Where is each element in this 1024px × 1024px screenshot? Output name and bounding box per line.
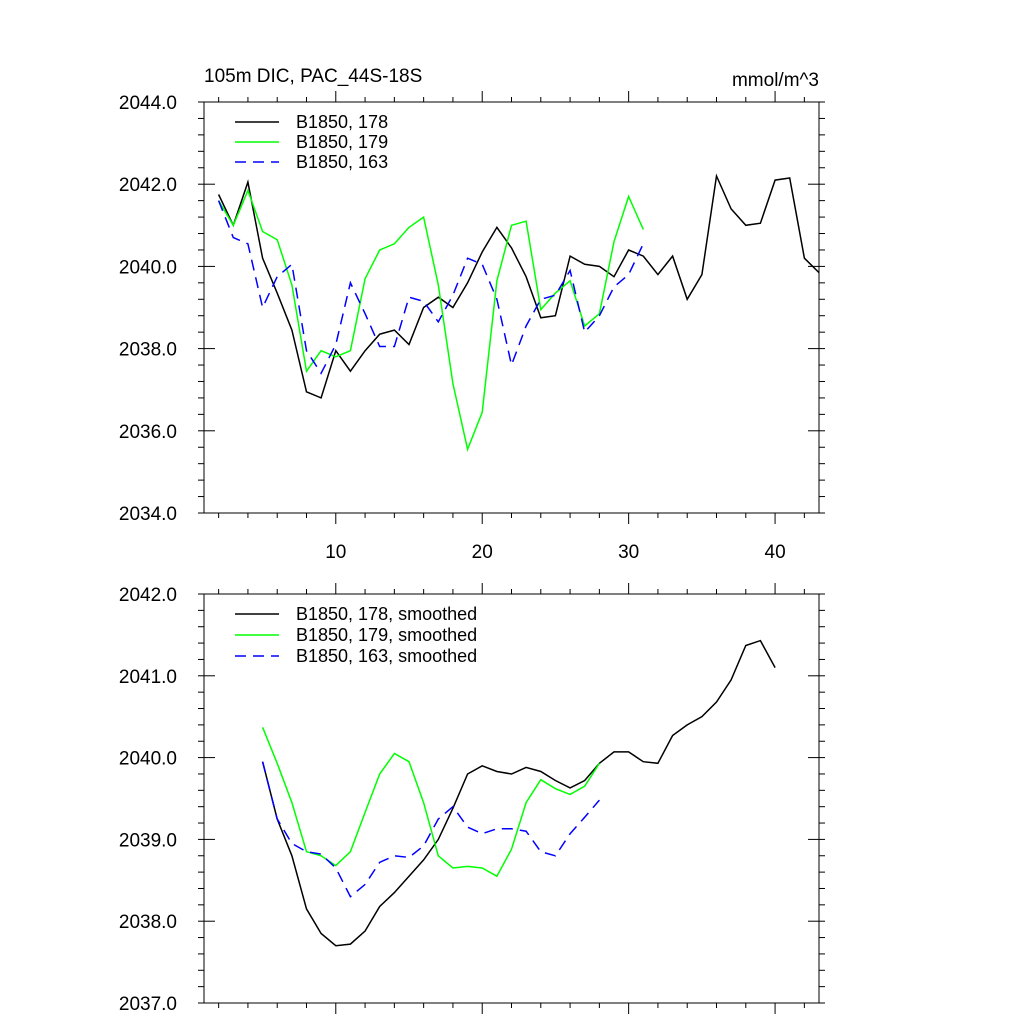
- x-tick-label: 10: [325, 542, 346, 563]
- y-tick-label: 2034.0: [119, 504, 177, 525]
- series-line-1: [217, 173, 820, 399]
- top-panel: 2034.0 2036.0 2038.0 2040.0 2042.0 2044.0 10 20…: [119, 91, 825, 563]
- chart-title: 105m DIC, PAC_44S-18S: [204, 66, 422, 87]
- series-line-3: [217, 200, 644, 375]
- y-tick-label: 2036.0: [119, 422, 177, 443]
- y-tick-label: 2044.0: [119, 93, 177, 114]
- y-tick-label: 2040.0: [119, 749, 177, 770]
- legend-label-1: B1850, 178: [296, 112, 388, 132]
- legend-label-2: B1850, 179, smoothed: [296, 625, 477, 645]
- series-line-2: [261, 727, 601, 878]
- y-tick-label: 2041.0: [119, 667, 177, 688]
- series-line-3: [261, 761, 600, 898]
- legend-label-2: B1850, 179: [296, 132, 388, 152]
- y-tick-label: 2042.0: [119, 175, 177, 196]
- y-tick-label: 2038.0: [119, 912, 177, 933]
- y-tick-label: 2040.0: [119, 257, 177, 278]
- x-tick-label: 30: [618, 542, 639, 563]
- legend-label-1: B1850, 178, smoothed: [296, 604, 477, 624]
- y-tick-label: 2039.0: [119, 830, 177, 851]
- legend-label-3: B1850, 163: [296, 152, 388, 172]
- y-tick-label: 2037.0: [119, 994, 177, 1015]
- x-tick-label: 20: [472, 542, 493, 563]
- series-line-1: [261, 639, 776, 947]
- x-tick-label: 40: [765, 542, 786, 563]
- series-line-2: [217, 188, 644, 452]
- units-label: mmol/m^3: [732, 70, 819, 91]
- legend-label-3: B1850, 163, smoothed: [296, 646, 477, 666]
- y-tick-label: 2038.0: [119, 340, 177, 361]
- y-tick-label: 2042.0: [119, 585, 177, 606]
- bottom-panel: 2037.0 2038.0 2039.0 2040.0 2041.0 2042.0 B185…: [119, 583, 825, 1015]
